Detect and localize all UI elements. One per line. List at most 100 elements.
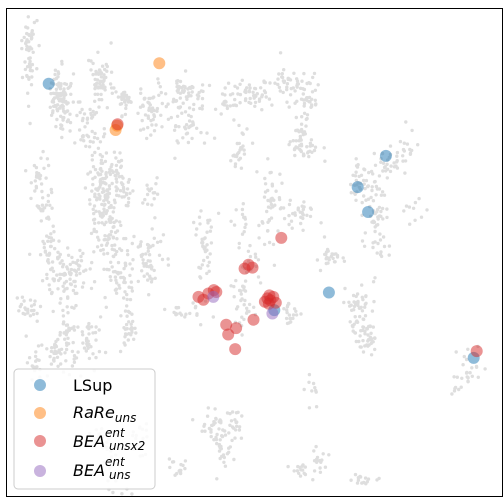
background-point — [192, 220, 196, 225]
background-point — [308, 141, 313, 145]
background-point — [20, 38, 24, 43]
background-point — [95, 245, 100, 249]
background-point — [300, 79, 304, 83]
background-point — [356, 478, 361, 482]
background-point — [240, 212, 245, 217]
legend: LSup RaReuns BEAent unsx2 BEAent uns — [13, 368, 156, 490]
background-point — [292, 71, 296, 76]
background-point — [285, 87, 289, 92]
background-point — [150, 203, 154, 207]
background-point — [361, 338, 365, 343]
background-point — [28, 314, 33, 318]
background-point — [305, 96, 309, 100]
background-point — [353, 315, 357, 319]
background-point — [120, 97, 124, 102]
background-point — [50, 346, 54, 350]
background-point — [92, 211, 96, 216]
background-point — [89, 345, 93, 349]
background-point — [360, 239, 365, 243]
background-point — [91, 72, 95, 77]
background-point — [241, 144, 245, 148]
background-point — [197, 215, 202, 219]
background-point — [45, 276, 49, 281]
background-point — [355, 292, 360, 296]
background-point — [385, 207, 389, 211]
background-point — [145, 183, 149, 187]
background-point — [287, 142, 291, 147]
background-point — [147, 108, 152, 112]
background-point — [285, 85, 289, 89]
background-point — [268, 81, 272, 85]
background-point — [142, 264, 146, 268]
background-point — [107, 184, 112, 188]
background-point — [223, 86, 227, 90]
background-point — [242, 148, 246, 152]
background-point — [166, 102, 170, 106]
background-point — [215, 432, 219, 437]
background-point — [287, 202, 292, 207]
background-point — [152, 129, 157, 133]
background-point — [287, 105, 291, 109]
background-point — [119, 314, 123, 318]
background-point — [55, 92, 59, 97]
background-point — [363, 314, 368, 318]
background-point — [189, 114, 193, 119]
background-point — [141, 127, 146, 131]
background-point — [295, 79, 300, 83]
background-point — [214, 417, 218, 421]
background-point — [468, 371, 472, 375]
legend-label-lsup: LSup — [73, 376, 112, 395]
background-point — [228, 104, 232, 108]
background-point — [166, 117, 171, 122]
background-point — [64, 359, 68, 363]
background-point — [32, 302, 36, 307]
background-point — [264, 95, 268, 99]
background-point — [233, 164, 237, 169]
background-point — [23, 60, 27, 64]
background-point — [20, 75, 25, 80]
background-point — [307, 99, 311, 104]
background-point — [95, 136, 100, 141]
background-point — [116, 270, 121, 275]
background-point — [371, 245, 375, 250]
background-point — [167, 457, 172, 461]
background-point — [388, 144, 393, 148]
background-point — [118, 220, 122, 224]
background-point — [91, 331, 95, 335]
background-point — [53, 246, 57, 251]
background-point — [76, 263, 81, 267]
background-point — [64, 347, 69, 352]
background-point — [117, 194, 121, 198]
background-point — [376, 215, 380, 219]
background-point — [128, 273, 132, 278]
background-point — [312, 469, 317, 473]
series-0-point — [379, 149, 392, 162]
background-point — [276, 229, 280, 233]
background-point — [474, 365, 479, 369]
background-point — [123, 261, 128, 266]
background-point — [128, 262, 132, 266]
background-point — [108, 215, 112, 219]
background-point — [61, 107, 65, 111]
background-point — [410, 128, 414, 133]
background-point — [90, 116, 94, 120]
background-point — [175, 79, 179, 83]
background-point — [263, 190, 268, 194]
background-point — [64, 82, 69, 87]
background-point — [114, 173, 118, 178]
background-point — [232, 295, 236, 299]
background-point — [166, 263, 171, 267]
background-point — [136, 279, 140, 284]
background-point — [187, 113, 191, 118]
background-point — [81, 135, 85, 139]
background-point — [219, 112, 223, 116]
background-point — [80, 330, 85, 334]
background-point — [118, 286, 122, 290]
background-point — [93, 150, 97, 155]
background-point — [243, 98, 248, 103]
background-point — [228, 423, 232, 427]
background-point — [78, 248, 82, 253]
background-point — [61, 118, 65, 122]
background-point — [466, 380, 470, 384]
background-point — [159, 239, 163, 244]
